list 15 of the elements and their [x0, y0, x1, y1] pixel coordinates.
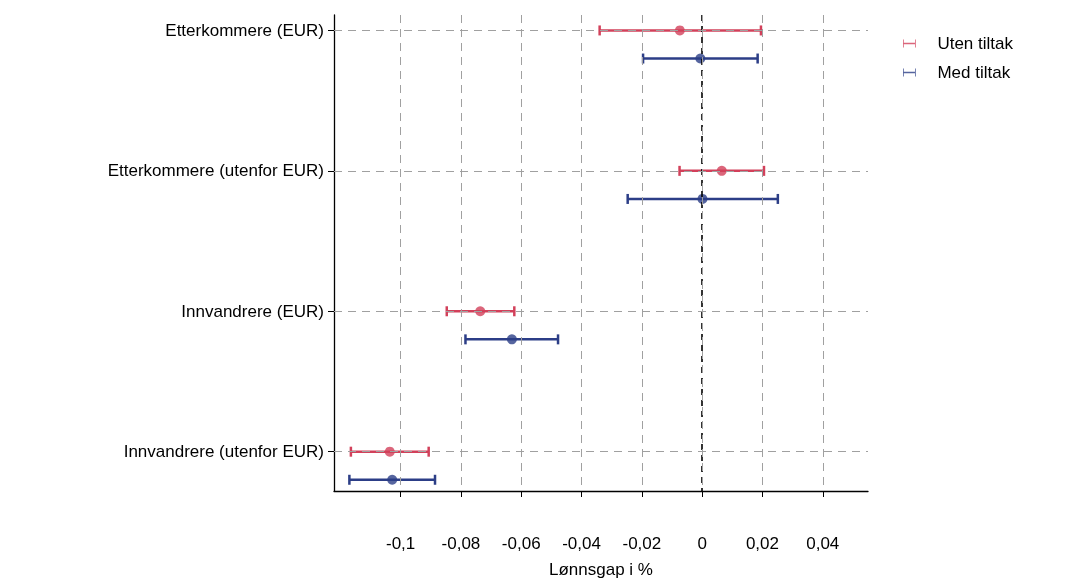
x-tick-label: 0 — [697, 534, 707, 553]
x-tick-label: 0,02 — [745, 534, 780, 553]
x-tick-label: -0,1 — [385, 534, 416, 553]
x-tick-label: -0,02 — [622, 534, 662, 553]
x-axis-title: Lønnsgap i % — [549, 560, 653, 579]
x-tick-label: -0,04 — [562, 534, 601, 553]
x-tick-label: -0,06 — [501, 534, 541, 553]
y-tick-label: Innvandrere (utenfor EUR) — [123, 442, 324, 462]
x-tick-label: -0,08 — [441, 534, 481, 553]
y-tick-label: Etterkommere (EUR) — [165, 20, 324, 40]
legend-label: Uten tiltak — [937, 34, 1014, 53]
x-tick-label: 0,04 — [806, 534, 840, 553]
y-tick-label: Etterkommere (utenfor EUR) — [107, 161, 324, 181]
legend-label: Med tiltak — [937, 63, 1011, 82]
y-tick-label: Innvandrere (EUR) — [181, 301, 324, 321]
